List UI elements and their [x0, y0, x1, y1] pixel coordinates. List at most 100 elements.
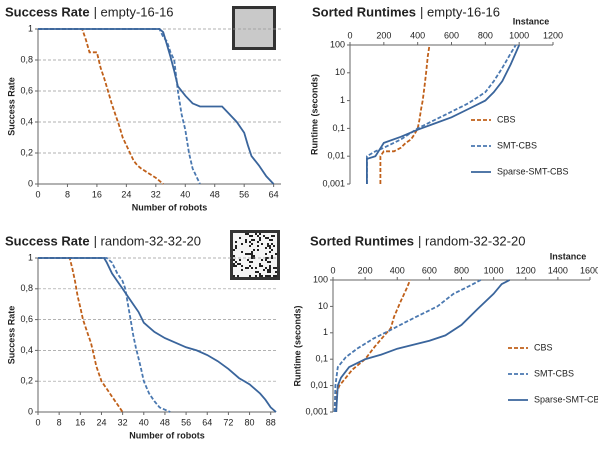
- map-cell: [251, 257, 253, 259]
- map-empty: [235, 9, 273, 47]
- series-line: [38, 28, 275, 185]
- map-cell: [245, 267, 247, 269]
- x-axis-label: Number of robots: [132, 202, 208, 212]
- x-tick-label: 8: [65, 189, 70, 199]
- map-cell: [253, 255, 255, 257]
- x-tick-label: 200: [376, 30, 391, 40]
- map-cell: [267, 243, 269, 245]
- x-tick-label: 800: [478, 30, 493, 40]
- map-cell: [261, 265, 263, 267]
- chart-subtitle: | random-32-32-20: [418, 233, 525, 248]
- x-tick-label: 16: [92, 189, 102, 199]
- map-cell: [269, 239, 271, 241]
- x-tick-label: 40: [180, 189, 190, 199]
- map-cell: [253, 249, 255, 251]
- series-line: [333, 279, 482, 413]
- series-line: [366, 44, 521, 184]
- map-cell: [247, 267, 249, 269]
- y-tick-label: 10: [318, 301, 328, 311]
- map-cell: [245, 239, 247, 241]
- map-cell: [271, 239, 273, 241]
- map-cell: [251, 243, 253, 245]
- map-cell: [267, 269, 269, 271]
- map-cell: [267, 271, 269, 273]
- x-tick-label: 32: [118, 417, 128, 427]
- y-tick-label: 0,001: [305, 406, 328, 416]
- map-cell: [235, 241, 237, 243]
- map-cell: [261, 275, 263, 277]
- map-cell: [253, 239, 255, 241]
- x-tick-label: 400: [410, 30, 425, 40]
- x-tick-label: 400: [390, 265, 405, 275]
- y-tick-label: 100: [313, 274, 328, 284]
- chart-title: Success Rate: [5, 4, 90, 19]
- map-cell: [235, 265, 237, 267]
- map-cell: [273, 245, 275, 247]
- x-tick-label: 600: [444, 30, 459, 40]
- map-cell: [257, 241, 259, 243]
- chart-subtitle: | random-32-32-20: [94, 233, 201, 248]
- series-line: [38, 257, 124, 413]
- map-cell: [237, 275, 239, 277]
- map-cell: [239, 237, 241, 239]
- map-cell: [265, 253, 267, 255]
- map-cell: [251, 267, 253, 269]
- map-cell: [265, 259, 267, 261]
- map-cell: [263, 235, 265, 237]
- map-cell: [251, 261, 253, 263]
- map-cell: [247, 233, 249, 235]
- map-cell: [271, 243, 273, 245]
- x-tick-label: 600: [422, 265, 437, 275]
- map-cell: [259, 273, 261, 275]
- map-cell: [245, 233, 247, 235]
- x-tick-label: 200: [358, 265, 373, 275]
- map-cell: [251, 235, 253, 237]
- map-cell: [241, 251, 243, 253]
- y-tick-label: 0,01: [327, 151, 345, 161]
- y-tick-label: 0,01: [310, 380, 328, 390]
- x-tick-label: 48: [160, 417, 170, 427]
- series-line: [335, 279, 411, 412]
- map-cell: [265, 247, 267, 249]
- map-cell: [271, 249, 273, 251]
- x-axis-label: Number of robots: [129, 430, 205, 440]
- map-cell: [233, 259, 235, 261]
- map-cell: [257, 249, 259, 251]
- map-cell: [267, 261, 269, 263]
- map-cell: [271, 255, 273, 257]
- x-tick-label: 1000: [484, 265, 504, 275]
- x-tick-label: 64: [269, 189, 279, 199]
- x-tick-label: 1400: [548, 265, 568, 275]
- map-cell: [255, 267, 257, 269]
- map-cell: [255, 233, 257, 235]
- x-tick-label: 0: [35, 417, 40, 427]
- map-cell: [269, 269, 271, 271]
- map-cell: [257, 235, 259, 237]
- y-tick-label: 0,4: [20, 116, 33, 126]
- series-line: [38, 257, 171, 413]
- chart-subtitle: | empty-16-16: [94, 4, 174, 19]
- map-cell: [251, 239, 253, 241]
- map-cell: [267, 237, 269, 239]
- map-cell: [251, 255, 253, 257]
- x-tick-label: 80: [245, 417, 255, 427]
- y-axis-label: Success Rate: [6, 306, 16, 365]
- map-cell: [237, 263, 239, 265]
- y-axis-label: Runtime (seconds): [292, 305, 302, 386]
- map-cell: [249, 265, 251, 267]
- map-cell: [261, 243, 263, 245]
- legend-label: CBS: [497, 114, 516, 124]
- chart-title: Sorted Runtimes: [312, 4, 416, 19]
- x-tick-label: 1200: [543, 30, 563, 40]
- map-cell: [259, 237, 261, 239]
- map-cell: [249, 245, 251, 247]
- series-line: [38, 28, 201, 185]
- map-cell: [233, 255, 235, 257]
- x-tick-label: 0: [35, 189, 40, 199]
- map-cell: [249, 275, 251, 277]
- map-cell: [265, 275, 267, 277]
- map-cell: [275, 253, 277, 255]
- legend-label: Sparse-SMT-CBS: [534, 394, 598, 404]
- x-tick-label: 24: [121, 189, 131, 199]
